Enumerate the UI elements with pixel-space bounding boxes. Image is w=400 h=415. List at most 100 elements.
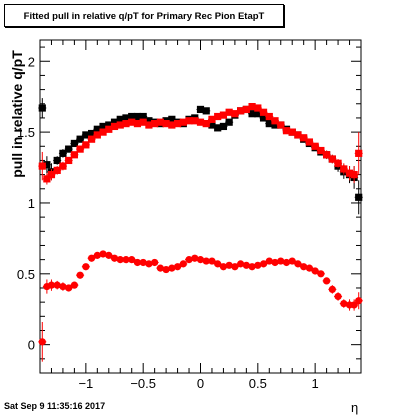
y-tick-label: 1 — [28, 196, 35, 211]
data-point — [219, 111, 228, 119]
data-point — [237, 107, 245, 115]
data-point — [208, 115, 216, 123]
data-point — [168, 115, 176, 123]
data-point — [355, 149, 363, 157]
data-point — [196, 118, 205, 126]
data-point — [265, 120, 273, 128]
x-axis-label: η — [351, 400, 359, 415]
data-point — [311, 142, 319, 150]
data-point — [38, 104, 46, 112]
data-point — [70, 281, 78, 289]
data-point — [282, 127, 291, 135]
data-point — [59, 149, 67, 157]
data-point — [317, 146, 325, 155]
data-point — [76, 271, 84, 279]
data-point — [248, 103, 256, 111]
data-point — [294, 260, 302, 268]
y-tick-label: 0.5 — [17, 267, 35, 282]
data-point — [208, 121, 216, 129]
data-point — [277, 121, 285, 129]
data-point — [242, 105, 250, 114]
data-point — [196, 105, 205, 114]
data-point — [328, 155, 336, 163]
data-point — [128, 118, 136, 126]
data-point — [311, 267, 319, 275]
chart-title-box: Fitted pull in relative q/pT for Primary… — [4, 4, 284, 27]
data-point — [128, 112, 136, 121]
data-point — [214, 260, 222, 268]
series-1 — [38, 103, 363, 185]
data-point — [116, 115, 124, 123]
data-point — [151, 120, 159, 128]
data-point — [334, 159, 342, 167]
data-point — [110, 122, 119, 131]
data-point — [87, 254, 96, 262]
plot-frame — [39, 39, 362, 374]
data-point — [345, 169, 354, 177]
plot-area-border — [39, 39, 362, 374]
data-point — [259, 108, 268, 116]
data-point — [350, 301, 358, 309]
data-point — [122, 256, 130, 264]
y-tick-label: 2 — [28, 54, 35, 69]
data-point — [300, 134, 308, 142]
data-point — [38, 338, 46, 346]
data-point — [105, 251, 113, 259]
data-point — [93, 131, 101, 139]
data-point — [168, 121, 176, 129]
data-point — [350, 171, 358, 179]
x-tick-label: 1 — [312, 376, 319, 391]
series-2 — [38, 250, 363, 362]
data-point — [305, 264, 314, 272]
chart-title: Fitted pull in relative q/pT for Primary… — [23, 11, 265, 22]
data-point — [99, 122, 107, 131]
y-tick-label: 1.5 — [17, 125, 35, 140]
data-point — [173, 120, 182, 128]
data-point — [340, 165, 348, 173]
data-point — [82, 263, 90, 271]
data-point — [208, 257, 216, 265]
data-point — [105, 121, 113, 129]
data-point — [47, 281, 56, 289]
data-point — [110, 118, 119, 126]
data-point — [185, 117, 193, 125]
data-point — [265, 112, 273, 121]
data-point — [323, 151, 331, 159]
timestamp-footer: Sat Sep 9 11:35:16 2017 — [4, 401, 106, 411]
data-point — [70, 139, 78, 148]
axis-tick-labels: −1 −0.5 0 0.5 1 0 0.5 1 1.5 2 — [17, 54, 319, 391]
data-point — [259, 260, 268, 268]
data-point — [53, 166, 61, 174]
data-series — [38, 98, 363, 362]
data-point — [76, 135, 84, 143]
data-point — [133, 112, 142, 121]
data-point — [191, 117, 199, 125]
x-tick-label: 0.5 — [249, 376, 267, 391]
data-point — [151, 258, 159, 267]
data-point — [317, 270, 325, 278]
data-point — [202, 120, 210, 128]
data-point — [70, 151, 78, 159]
data-point — [53, 156, 61, 165]
data-point — [133, 120, 142, 128]
data-point — [82, 131, 90, 139]
data-point — [294, 131, 302, 139]
y-axis-label: pull in relative q/pT — [9, 50, 25, 178]
data-point — [59, 162, 67, 170]
data-point — [65, 284, 73, 292]
data-point — [248, 110, 256, 118]
data-point — [334, 292, 342, 301]
data-point — [93, 125, 101, 133]
data-point — [116, 256, 124, 264]
series-0 — [38, 98, 363, 215]
data-point — [43, 175, 51, 183]
data-point — [65, 156, 73, 165]
data-point — [139, 118, 147, 126]
data-point — [271, 117, 279, 125]
data-point — [128, 256, 136, 264]
data-point — [76, 145, 84, 153]
data-point — [145, 121, 153, 129]
data-point — [99, 128, 107, 136]
data-point — [231, 263, 239, 271]
data-point — [122, 120, 130, 128]
